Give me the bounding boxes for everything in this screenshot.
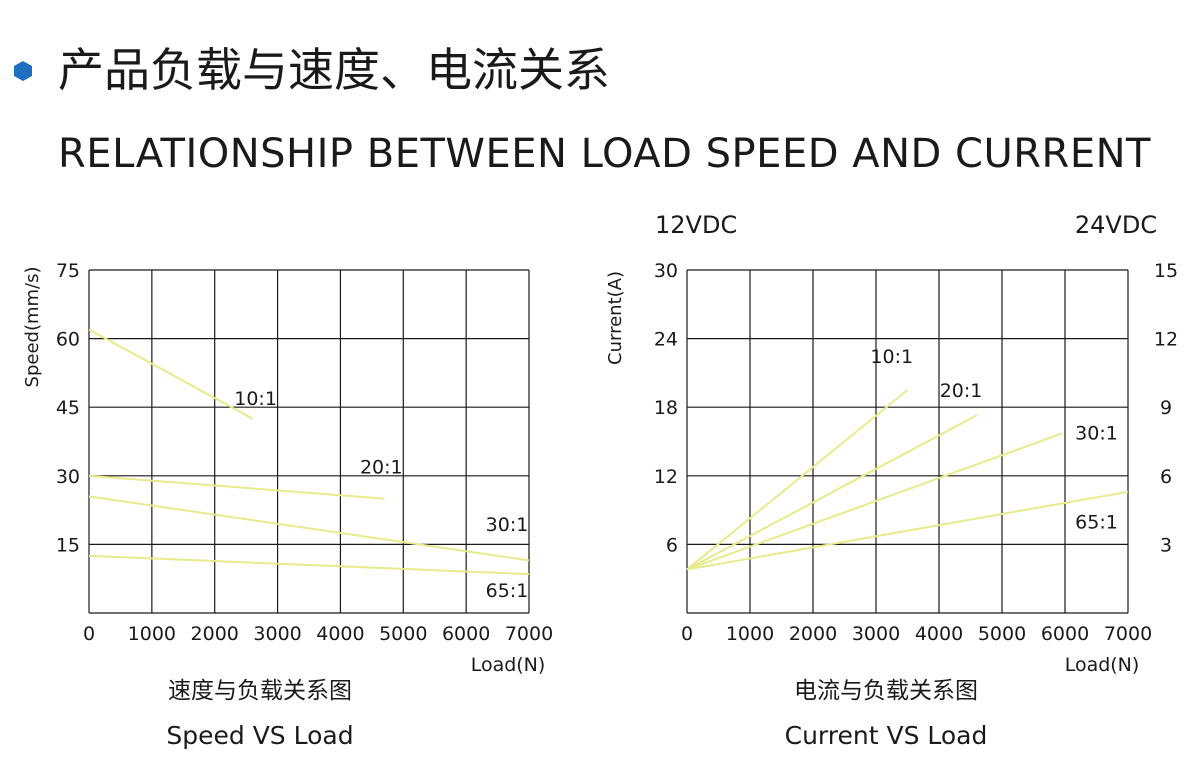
y-tick-label: 30 xyxy=(56,466,80,488)
page-title-en: RELATIONSHIP BETWEEN LOAD SPEED AND CURR… xyxy=(58,131,1151,177)
series-label: 30:1 xyxy=(486,514,529,536)
x-axis-label: Load(N) xyxy=(471,654,546,676)
series-line-20-1 xyxy=(88,474,385,500)
y-right-tick-label: 6 xyxy=(1160,466,1172,488)
x-axis-label: Load(N) xyxy=(1065,654,1140,676)
series-label: 65:1 xyxy=(1075,512,1118,534)
series-line-65-1 xyxy=(686,490,1129,571)
series-label: 20:1 xyxy=(360,457,403,479)
hexagon-bullet-icon xyxy=(14,61,32,81)
x-tick-label: 7000 xyxy=(505,623,553,645)
x-tick-label: 4000 xyxy=(316,623,364,645)
x-tick-label: 1000 xyxy=(726,623,774,645)
y-tick-label: 45 xyxy=(56,397,80,419)
x-tick-label: 6000 xyxy=(1041,623,1089,645)
series-line-10-1 xyxy=(686,389,909,571)
series-label: 10:1 xyxy=(870,346,913,368)
chart-subtitle-cn: 电流与负载关系图 xyxy=(794,678,978,704)
x-tick-label: 6000 xyxy=(442,623,490,645)
page-title-cn: 产品负载与速度、电流关系 xyxy=(58,43,610,97)
series-label: 30:1 xyxy=(1075,422,1118,444)
x-tick-label: 3000 xyxy=(253,623,301,645)
series-line-30-1 xyxy=(686,432,1063,571)
speed-vs-load-chart: 0 1000 2000 3000 4000 5000 6000 7000 15 30 45 60 75 S… xyxy=(22,260,553,750)
x-tick-label: 0 xyxy=(681,623,693,645)
y-axis-label: Speed(mm/s) xyxy=(22,267,43,388)
y-tick-label: 75 xyxy=(56,260,80,282)
y-tick-label: 30 xyxy=(654,260,678,282)
x-tick-label: 3000 xyxy=(852,623,900,645)
y-right-tick-label: 12 xyxy=(1154,329,1178,351)
series-line-30-1 xyxy=(88,495,530,562)
x-tick-label: 5000 xyxy=(978,623,1026,645)
series-label: 10:1 xyxy=(234,388,277,410)
series-line-10-1 xyxy=(88,328,253,420)
y-tick-label: 6 xyxy=(666,534,678,556)
series-label: 20:1 xyxy=(940,380,983,402)
current-vs-load-chart: 0 1000 2000 3000 4000 5000 6000 700061218243036… xyxy=(605,211,1178,750)
y-tick-label: 15 xyxy=(56,534,80,556)
right-axis-voltage-title: 24VDC xyxy=(1075,211,1157,239)
chart-subtitle-cn: 速度与负载关系图 xyxy=(168,678,352,704)
chart-title: Speed VS Load xyxy=(166,721,353,750)
x-tick-label: 1000 xyxy=(128,623,176,645)
y-tick-label: 12 xyxy=(654,466,678,488)
x-tick-label: 0 xyxy=(83,623,95,645)
y-right-tick-label: 3 xyxy=(1160,534,1172,556)
y-tick-label: 60 xyxy=(56,329,80,351)
series-line-65-1 xyxy=(88,554,530,576)
y-tick-label: 18 xyxy=(654,397,678,419)
x-tick-label: 5000 xyxy=(379,623,427,645)
left-axis-voltage-title: 12VDC xyxy=(655,211,737,239)
x-tick-label: 2000 xyxy=(789,623,837,645)
y-right-tick-label: 15 xyxy=(1154,260,1178,282)
x-tick-label: 4000 xyxy=(915,623,963,645)
series-label: 65:1 xyxy=(486,580,529,602)
y-axis-label: Current(A) xyxy=(605,271,626,365)
x-tick-label: 2000 xyxy=(191,623,239,645)
y-right-tick-label: 9 xyxy=(1160,397,1172,419)
y-tick-label: 24 xyxy=(654,329,678,351)
x-tick-label: 7000 xyxy=(1104,623,1152,645)
series-line-20-1 xyxy=(686,414,978,571)
chart-title: Current VS Load xyxy=(785,721,988,750)
